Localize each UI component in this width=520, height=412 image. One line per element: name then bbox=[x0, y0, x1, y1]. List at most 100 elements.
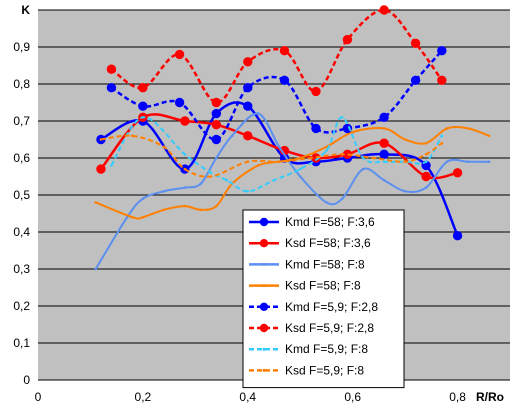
y-tick-label: 0,7 bbox=[13, 114, 30, 128]
data-point bbox=[382, 178, 386, 182]
data-point bbox=[410, 38, 421, 48]
data-point bbox=[311, 123, 321, 134]
data-point bbox=[174, 49, 185, 60]
data-point bbox=[138, 101, 148, 111]
data-point bbox=[361, 167, 365, 171]
legend-swatch-marker bbox=[259, 217, 269, 227]
data-point bbox=[452, 231, 463, 241]
data-point bbox=[141, 116, 145, 119]
legend-entry: Ksd F=5,9; F:8 bbox=[249, 363, 364, 377]
series-8 bbox=[99, 134, 444, 178]
data-point bbox=[110, 164, 113, 167]
data-point bbox=[382, 160, 386, 163]
legend-entry: Ksd F=5,9; F:2,8 bbox=[249, 321, 374, 335]
data-point bbox=[379, 112, 389, 123]
x-tick-labels: 0 0,2 0,4 0,6 0,8 bbox=[35, 390, 467, 404]
legend-label: Kmd F=5,9; F:2,8 bbox=[285, 300, 378, 314]
x-tick-label: 0,6 bbox=[344, 390, 361, 404]
data-point bbox=[199, 208, 202, 212]
legend-label: Ksd F=58; F:3,6 bbox=[285, 236, 371, 250]
data-point bbox=[211, 97, 222, 108]
data-point bbox=[437, 75, 447, 86]
data-point bbox=[340, 116, 344, 119]
data-point bbox=[162, 208, 166, 212]
series-line bbox=[110, 49, 443, 141]
data-point bbox=[403, 160, 407, 163]
data-point bbox=[325, 145, 328, 149]
data-point bbox=[466, 127, 470, 130]
data-point bbox=[487, 134, 491, 138]
data-point bbox=[452, 168, 463, 178]
x-tick-label: 0,2 bbox=[135, 390, 152, 404]
legend-label: Kmd F=58; F:3,6 bbox=[285, 215, 375, 229]
legend-swatch-marker bbox=[259, 239, 269, 248]
data-point bbox=[351, 130, 354, 134]
y-tick-label: 0,1 bbox=[13, 336, 30, 350]
data-point bbox=[279, 75, 290, 86]
y-tick-label: 0,3 bbox=[13, 262, 30, 276]
data-point bbox=[183, 204, 187, 208]
data-point bbox=[199, 182, 202, 186]
data-point bbox=[138, 83, 148, 93]
data-point bbox=[424, 141, 428, 145]
data-point bbox=[309, 156, 313, 160]
data-point bbox=[211, 108, 222, 119]
legend-label: Ksd F=58; F:8 bbox=[285, 279, 361, 293]
legend-box bbox=[242, 209, 405, 389]
data-point bbox=[424, 160, 428, 163]
data-point bbox=[131, 215, 134, 219]
data-point bbox=[96, 164, 106, 174]
data-point bbox=[246, 190, 250, 193]
y-tick-labels: 0 0,1 0,2 0,3 0,4 0,5 0,6 0,7 0,8 0,9 bbox=[13, 40, 30, 387]
x-tick-label: 0 bbox=[35, 390, 42, 404]
series-7 bbox=[110, 116, 444, 193]
y-tick-label: 0,2 bbox=[13, 299, 30, 313]
data-point bbox=[211, 134, 222, 145]
series-6 bbox=[106, 5, 447, 108]
data-point bbox=[209, 171, 213, 175]
data-point bbox=[243, 131, 253, 141]
series-line bbox=[94, 112, 489, 270]
data-point bbox=[382, 127, 386, 130]
legend-entry: Kmd F=5,9; F:8 bbox=[249, 342, 368, 356]
data-point bbox=[225, 178, 229, 182]
data-point bbox=[243, 83, 253, 93]
data-point bbox=[246, 160, 250, 163]
data-point bbox=[403, 138, 407, 141]
y-axis-label: K bbox=[21, 3, 30, 17]
data-point bbox=[277, 145, 281, 149]
legend-entry: Ksd F=58; F:3,6 bbox=[249, 236, 371, 250]
series-3 bbox=[94, 112, 491, 271]
data-point bbox=[94, 201, 97, 204]
grid-lines bbox=[38, 9, 510, 381]
legend: Kmd F=58; F:3,6 Ksd F=58; F:3,6 Kmd F=58; … bbox=[242, 209, 405, 389]
legend-label: Ksd F=5,9; F:8 bbox=[285, 363, 364, 377]
legend-label: Kmd F=58; F:8 bbox=[285, 257, 365, 271]
y-tick-label: 0,8 bbox=[13, 77, 30, 91]
data-point bbox=[325, 149, 328, 152]
data-point bbox=[183, 153, 187, 156]
data-point bbox=[466, 160, 470, 163]
data-point bbox=[256, 112, 260, 115]
legend-label: Kmd F=5,9; F:8 bbox=[285, 342, 368, 356]
legend-entry: Kmd F=58; F:8 bbox=[249, 257, 365, 271]
data-point bbox=[243, 101, 253, 111]
legend-entry: Kmd F=5,9; F:2,8 bbox=[249, 300, 378, 314]
data-point bbox=[403, 190, 407, 193]
data-point bbox=[298, 175, 302, 178]
legend-swatch-marker bbox=[262, 368, 266, 372]
data-point bbox=[410, 75, 421, 86]
data-point bbox=[340, 197, 344, 200]
data-point bbox=[421, 171, 431, 182]
data-point bbox=[445, 160, 449, 163]
data-point bbox=[230, 134, 234, 138]
data-point bbox=[94, 267, 97, 271]
data-point bbox=[131, 134, 134, 138]
data-point bbox=[445, 127, 449, 130]
legend-swatch-marker bbox=[262, 347, 266, 351]
data-point bbox=[440, 134, 444, 138]
data-point bbox=[215, 204, 218, 208]
data-point bbox=[424, 186, 428, 189]
data-point bbox=[99, 138, 103, 141]
